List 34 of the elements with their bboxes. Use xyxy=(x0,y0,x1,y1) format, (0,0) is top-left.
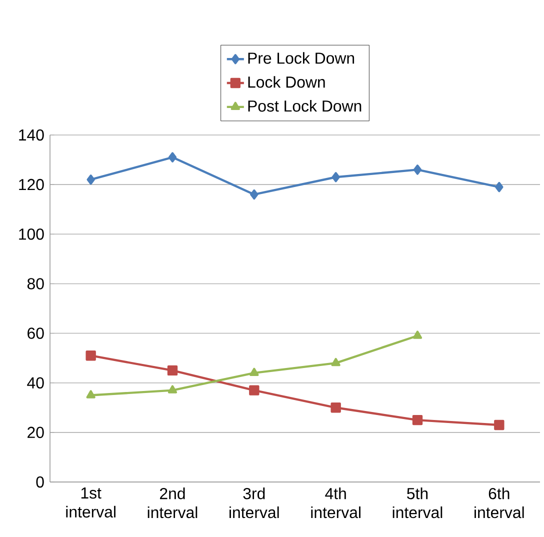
point xyxy=(413,164,422,175)
point xyxy=(86,390,96,398)
point xyxy=(168,385,178,394)
y-tick-label: 0 xyxy=(36,476,44,488)
x-tick-label: 4th interval xyxy=(311,488,360,518)
y-tick-label: 40 xyxy=(27,377,44,388)
x-tick-label: 1st interval xyxy=(66,488,116,518)
point xyxy=(494,420,504,430)
point xyxy=(168,152,177,162)
point xyxy=(250,189,258,200)
point xyxy=(495,182,504,192)
legend-label: Lock Down xyxy=(248,76,325,88)
x-tick-label: 5th interval xyxy=(392,488,442,518)
legend-label: Pre Lock Down xyxy=(248,52,354,64)
point xyxy=(332,172,340,182)
x-tick-label: 2nd interval xyxy=(148,488,198,518)
x-tick-label: 6th interval xyxy=(474,488,524,518)
point xyxy=(331,358,340,366)
y-tick-label: 120 xyxy=(19,178,44,190)
point xyxy=(330,402,341,413)
point xyxy=(249,385,260,396)
y-tick-label: 140 xyxy=(19,129,44,141)
point xyxy=(86,350,96,361)
y-tick-label: 20 xyxy=(28,426,44,438)
point xyxy=(412,330,422,339)
point xyxy=(167,365,178,376)
point xyxy=(412,414,423,426)
y-tick-label: 100 xyxy=(19,228,44,240)
legend-label: Post Lock Down xyxy=(248,100,362,112)
point xyxy=(86,174,95,185)
y-tick-label: 80 xyxy=(27,278,44,290)
x-tick-label: 3rd interval xyxy=(230,488,279,518)
point xyxy=(250,368,259,376)
y-tick-label: 60 xyxy=(28,328,44,339)
